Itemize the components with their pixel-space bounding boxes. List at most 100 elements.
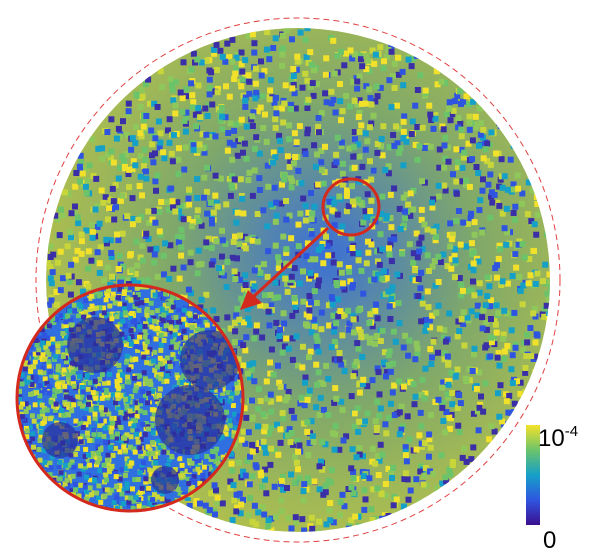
texture-pixel	[58, 207, 64, 213]
texture-pixel	[62, 384, 67, 389]
texture-pixel	[446, 382, 452, 388]
texture-pixel	[447, 220, 453, 226]
texture-pixel	[45, 349, 50, 354]
texture-pixel	[431, 126, 437, 132]
texture-pixel	[83, 310, 88, 315]
texture-pixel	[350, 245, 356, 251]
texture-pixel	[204, 165, 210, 171]
texture-pixel	[544, 231, 550, 237]
texture-pixel	[187, 503, 193, 509]
texture-pixel	[419, 178, 425, 184]
texture-pixel	[80, 171, 86, 177]
texture-pixel	[68, 234, 74, 240]
texture-pixel	[209, 102, 215, 108]
texture-pixel	[512, 401, 518, 407]
texture-pixel	[332, 71, 338, 77]
texture-pixel	[296, 442, 302, 448]
texture-pixel	[311, 93, 317, 99]
texture-pixel	[309, 526, 315, 532]
texture-pixel	[143, 345, 148, 350]
texture-pixel	[428, 361, 434, 367]
texture-pixel	[100, 372, 105, 377]
texture-pixel	[387, 348, 393, 354]
texture-pixel	[505, 410, 511, 416]
texture-pixel	[231, 239, 237, 245]
texture-pixel	[227, 94, 233, 100]
texture-pixel	[356, 523, 362, 529]
texture-pixel	[158, 348, 163, 353]
texture-pixel	[277, 327, 283, 333]
texture-pixel	[159, 333, 164, 338]
texture-pixel	[108, 250, 114, 256]
texture-pixel	[394, 271, 400, 277]
texture-pixel	[381, 65, 387, 71]
texture-pixel	[228, 418, 233, 423]
texture-pixel	[311, 204, 317, 210]
texture-pixel	[161, 253, 167, 259]
texture-pixel	[207, 85, 213, 91]
texture-pixel	[409, 131, 415, 137]
texture-pixel	[459, 316, 465, 322]
texture-pixel	[351, 144, 357, 150]
texture-pixel	[89, 222, 95, 228]
texture-pixel	[359, 354, 365, 360]
texture-pixel	[533, 232, 539, 238]
texture-pixel	[535, 212, 541, 218]
texture-pixel	[246, 170, 252, 176]
texture-pixel	[72, 303, 77, 308]
texture-pixel	[270, 160, 276, 166]
texture-pixel	[231, 497, 237, 503]
texture-pixel	[335, 135, 341, 141]
texture-pixel	[208, 69, 214, 75]
texture-pixel	[111, 160, 117, 166]
texture-pixel	[233, 220, 239, 226]
texture-pixel	[302, 402, 308, 408]
texture-pixel	[128, 297, 133, 302]
texture-pixel	[339, 223, 345, 229]
texture-pixel	[336, 194, 342, 200]
texture-pixel	[146, 451, 151, 456]
texture-pixel	[69, 210, 75, 216]
texture-pixel	[361, 507, 367, 513]
texture-pixel	[239, 196, 245, 202]
texture-pixel	[285, 515, 291, 521]
texture-pixel	[143, 476, 148, 481]
texture-pixel	[524, 339, 530, 345]
texture-pixel	[178, 90, 184, 96]
texture-pixel	[133, 388, 138, 393]
texture-pixel	[337, 81, 343, 87]
texture-pixel	[416, 249, 422, 255]
texture-pixel	[233, 122, 239, 128]
texture-pixel	[239, 437, 245, 443]
texture-pixel	[427, 112, 433, 118]
texture-pixel	[213, 173, 219, 179]
texture-pixel	[137, 335, 142, 340]
texture-pixel	[284, 533, 290, 539]
texture-pixel	[392, 61, 398, 67]
texture-pixel	[133, 239, 139, 245]
texture-pixel	[307, 270, 313, 276]
texture-pixel	[332, 431, 338, 437]
texture-pixel	[102, 494, 107, 499]
texture-pixel	[319, 439, 325, 445]
texture-pixel	[112, 500, 117, 505]
texture-pixel	[145, 350, 150, 355]
texture-pixel	[480, 176, 486, 182]
texture-pixel	[135, 301, 140, 306]
texture-pixel	[314, 151, 320, 157]
texture-pixel	[273, 280, 279, 286]
texture-pixel	[268, 292, 274, 298]
texture-pixel	[373, 302, 379, 308]
texture-pixel	[110, 435, 115, 440]
texture-pixel	[125, 481, 130, 486]
texture-pixel	[103, 440, 108, 445]
texture-pixel	[194, 57, 200, 63]
texture-pixel	[351, 476, 357, 482]
texture-pixel	[48, 416, 53, 421]
texture-pixel	[54, 402, 59, 407]
texture-pixel	[504, 206, 510, 212]
texture-pixel	[382, 167, 388, 173]
texture-pixel	[107, 304, 112, 309]
texture-pixel	[137, 445, 142, 450]
texture-pixel	[97, 468, 102, 473]
